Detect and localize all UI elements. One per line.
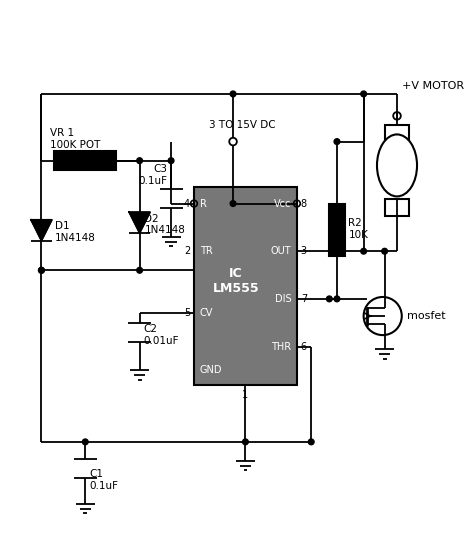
Text: 5: 5: [184, 308, 190, 318]
Text: D2
1N4148: D2 1N4148: [145, 214, 185, 235]
Circle shape: [334, 139, 340, 145]
Text: 8: 8: [301, 199, 307, 209]
Text: Vcc: Vcc: [274, 199, 291, 209]
Text: C3
0.1uF: C3 0.1uF: [138, 164, 167, 186]
Circle shape: [82, 439, 88, 445]
Circle shape: [137, 158, 143, 163]
Text: C1
0.1uF: C1 0.1uF: [89, 469, 118, 491]
Text: 3 TO 15V DC: 3 TO 15V DC: [209, 120, 276, 130]
Polygon shape: [129, 212, 150, 233]
Ellipse shape: [377, 135, 417, 197]
Text: TR: TR: [200, 246, 212, 256]
Text: +V MOTOR: +V MOTOR: [402, 81, 464, 91]
Circle shape: [38, 267, 44, 273]
Text: 3: 3: [301, 246, 307, 256]
Text: THR: THR: [271, 342, 291, 352]
Polygon shape: [31, 220, 52, 241]
Text: R: R: [200, 199, 207, 209]
Text: mosfet: mosfet: [407, 311, 445, 321]
Bar: [384, 125, 410, 142]
Text: DIS: DIS: [274, 294, 291, 304]
Text: 1: 1: [242, 390, 248, 400]
Text: 4: 4: [184, 199, 190, 209]
Circle shape: [243, 439, 248, 445]
Text: VR 1
100K POT: VR 1 100K POT: [50, 128, 100, 150]
Circle shape: [137, 267, 143, 273]
Text: IC
LM555: IC LM555: [212, 267, 259, 295]
Bar: [194, 187, 297, 385]
Text: CV: CV: [200, 308, 213, 318]
Text: D1
1N4148: D1 1N4148: [55, 221, 96, 243]
Text: 7: 7: [301, 294, 307, 304]
Circle shape: [230, 201, 236, 206]
Circle shape: [168, 158, 174, 163]
Circle shape: [361, 91, 366, 97]
Text: C2
0.01uF: C2 0.01uF: [144, 325, 179, 346]
Circle shape: [230, 91, 236, 97]
Circle shape: [309, 439, 314, 445]
Bar: [329, 204, 345, 256]
Circle shape: [334, 296, 340, 302]
Text: R2
10K: R2 10K: [348, 219, 368, 240]
Bar: [384, 199, 410, 216]
Text: GND: GND: [200, 365, 222, 375]
Bar: [54, 151, 116, 170]
Text: OUT: OUT: [271, 246, 291, 256]
Text: 2: 2: [184, 246, 190, 256]
Text: 6: 6: [301, 342, 307, 352]
Circle shape: [361, 248, 366, 254]
Circle shape: [382, 248, 387, 254]
Circle shape: [38, 267, 44, 273]
Circle shape: [327, 296, 332, 302]
